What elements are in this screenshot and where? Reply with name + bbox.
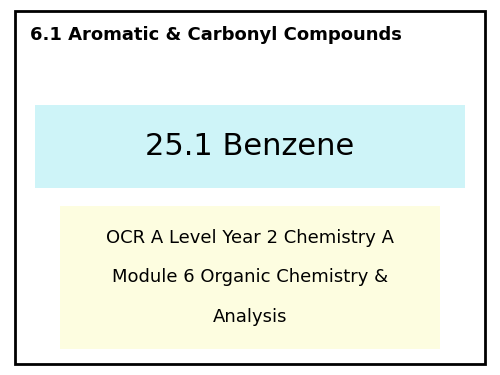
FancyBboxPatch shape: [60, 206, 440, 349]
Text: 25.1 Benzene: 25.1 Benzene: [146, 132, 354, 161]
Text: 6.1 Aromatic & Carbonyl Compounds: 6.1 Aromatic & Carbonyl Compounds: [30, 26, 402, 44]
Text: Analysis: Analysis: [213, 308, 287, 326]
FancyBboxPatch shape: [35, 105, 465, 188]
FancyBboxPatch shape: [15, 11, 485, 364]
Text: Module 6 Organic Chemistry &: Module 6 Organic Chemistry &: [112, 268, 388, 286]
Text: OCR A Level Year 2 Chemistry A: OCR A Level Year 2 Chemistry A: [106, 229, 394, 247]
